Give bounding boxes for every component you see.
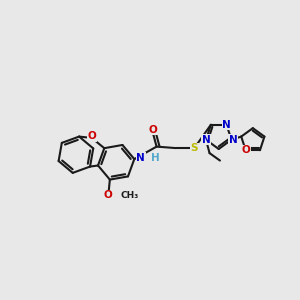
- Text: O: O: [103, 190, 112, 200]
- Text: CH₃: CH₃: [121, 190, 139, 200]
- Text: H: H: [151, 153, 160, 163]
- Text: S: S: [190, 143, 198, 153]
- Text: N: N: [229, 135, 237, 145]
- Text: N: N: [222, 120, 231, 130]
- Text: N: N: [136, 153, 145, 163]
- Text: O: O: [241, 145, 250, 155]
- Text: N: N: [202, 135, 210, 145]
- Text: O: O: [148, 125, 158, 135]
- Text: O: O: [87, 131, 96, 141]
